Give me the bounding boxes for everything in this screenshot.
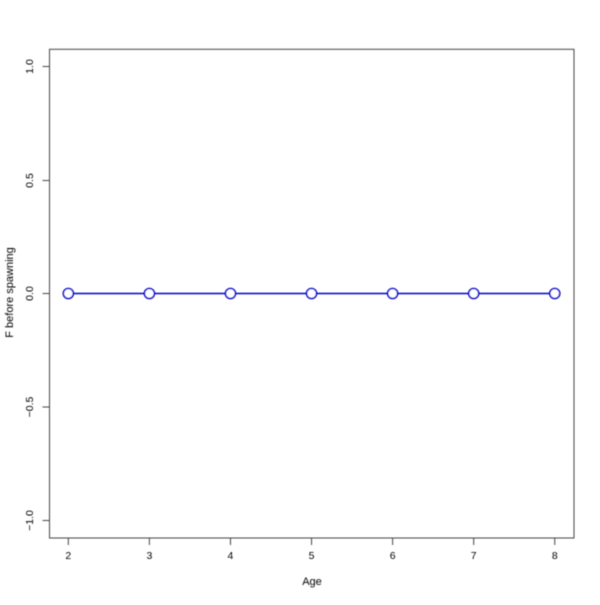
- svg-text:7: 7: [471, 550, 477, 562]
- svg-text:6: 6: [390, 550, 396, 562]
- svg-text:3: 3: [146, 550, 152, 562]
- svg-text:5: 5: [309, 550, 315, 562]
- svg-text:−1.0: −1.0: [24, 510, 36, 531]
- svg-text:8: 8: [552, 550, 558, 562]
- svg-text:4: 4: [228, 550, 234, 562]
- svg-text:2: 2: [65, 550, 71, 562]
- svg-text:F before spawning: F before spawning: [4, 247, 16, 338]
- svg-text:1.0: 1.0: [24, 59, 36, 74]
- svg-text:−0.5: −0.5: [24, 396, 36, 417]
- svg-text:0.5: 0.5: [24, 173, 36, 188]
- svg-text:Age: Age: [302, 576, 322, 588]
- svg-text:0.0: 0.0: [24, 286, 36, 301]
